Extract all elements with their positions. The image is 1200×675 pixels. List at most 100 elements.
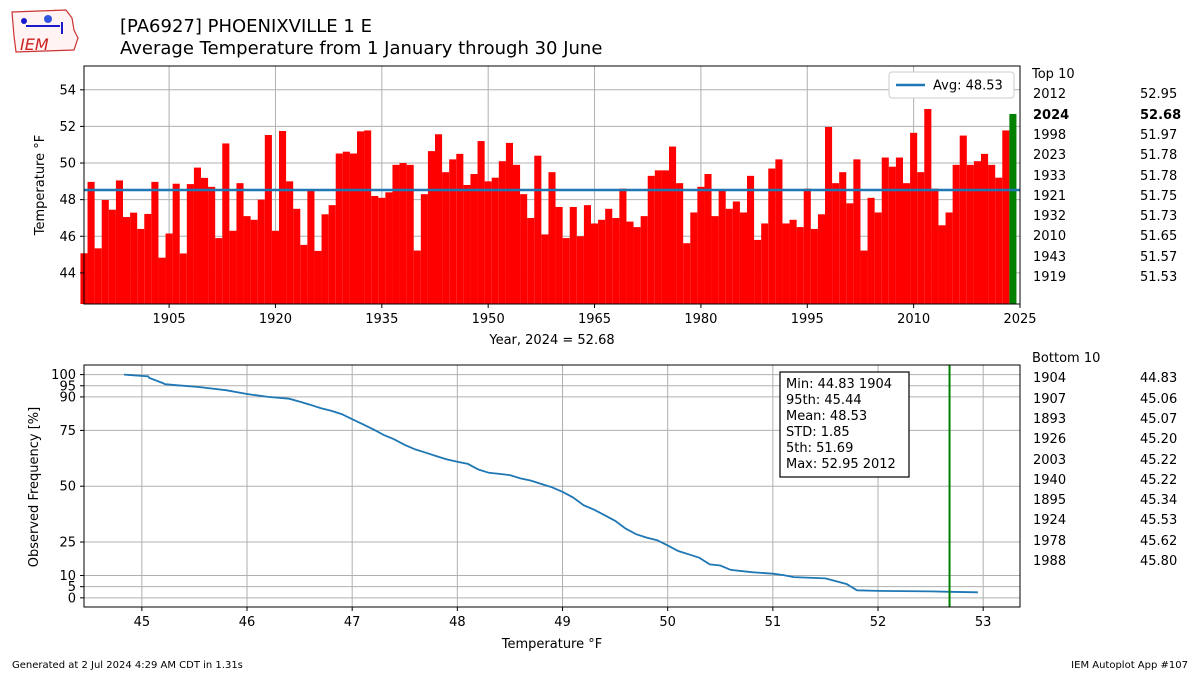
bar-1930 [342, 151, 350, 304]
frequency-chart-xlabel: Temperature °F [501, 637, 602, 652]
bottom10-heading: Bottom 10 [1032, 351, 1101, 366]
bar-1972 [640, 216, 648, 304]
frequency-chart-xtick-label: 49 [554, 615, 571, 630]
bar-1979 [690, 212, 698, 304]
bottom10-year: 1895 [1033, 493, 1067, 509]
bar-1899 [123, 217, 131, 304]
frequency-chart-ytick-label: 25 [59, 536, 76, 551]
frequency-chart-xtick-label: 52 [870, 615, 887, 630]
bar-1949 [477, 141, 485, 304]
bar-2011 [917, 172, 925, 304]
bar-chart-xtick-label: 2010 [897, 312, 930, 327]
bar-1976 [669, 146, 677, 304]
bar-1934 [371, 195, 379, 304]
stat-95th: 95th: 45.44 [786, 393, 862, 408]
bar-2013 [931, 188, 939, 304]
bar-2000 [839, 172, 847, 304]
bar-1919 [264, 135, 272, 304]
bar-1966 [598, 219, 606, 304]
bar-chart-xtick-label: 2025 [1003, 312, 1036, 327]
bottom10-year: 1978 [1033, 533, 1067, 549]
frequency-chart-ytick-label: 50 [59, 480, 76, 495]
bottom10-value: 45.34 [1140, 493, 1178, 509]
bar-1913 [222, 143, 230, 304]
bar-2022 [995, 177, 1003, 304]
bottom10-value: 45.53 [1140, 513, 1178, 529]
bar-chart-frame [83, 65, 1021, 305]
bar-1910 [201, 177, 209, 304]
bar-1958 [541, 234, 549, 304]
bar-1926 [314, 250, 322, 304]
chart-subtitle: Average Temperature from 1 January throu… [120, 38, 603, 59]
bar-chart-xtick-label: 1935 [365, 312, 398, 327]
bar-1946 [456, 153, 464, 304]
bar-1912 [215, 238, 223, 304]
top10-year: 1943 [1033, 249, 1067, 265]
frequency-chart-xtick-label: 50 [659, 615, 676, 630]
bar-1945 [449, 159, 457, 304]
bar-2006 [881, 157, 889, 304]
top10-year: 1919 [1033, 270, 1067, 285]
footer-generated: Generated at 2 Jul 2024 4:29 AM CDT in 1… [12, 660, 243, 671]
bottom10-year: 1907 [1033, 391, 1067, 407]
bottom10-year: 1924 [1033, 513, 1067, 529]
bar-chart-ytick-label: 52 [59, 120, 76, 135]
bar-1968 [612, 217, 620, 304]
bar-chart-xlabel: Year, 2024 = 52.68 [488, 333, 614, 348]
bar-1916 [243, 216, 251, 304]
bar-1947 [463, 185, 471, 304]
bottom10-value: 45.06 [1140, 391, 1178, 407]
bar-chart: 1905 1920 1935 1950 1965 1980 1995 2010 2025 444… [33, 65, 1037, 348]
top10-year: 1932 [1033, 209, 1067, 225]
stat-std: STD: 1.85 [786, 425, 850, 440]
bar-1911 [208, 186, 216, 304]
top10-value: 51.75 [1140, 188, 1178, 204]
bottom10-value: 45.22 [1140, 472, 1178, 488]
bar-1932 [357, 131, 365, 304]
top10-value: 51.53 [1140, 270, 1178, 285]
bar-1900 [130, 212, 138, 304]
bar-1931 [349, 153, 357, 304]
top10-value: 52.68 [1140, 107, 1182, 123]
stats-box: Min: 44.83 1904 95th: 45.44 Mean: 48.53 … [779, 371, 910, 478]
bar-1904 [158, 257, 166, 304]
bar-1993 [789, 219, 797, 304]
top10-year: 1998 [1033, 127, 1067, 143]
bottom10-value: 45.62 [1140, 533, 1178, 549]
bottom10-year: 1926 [1033, 432, 1067, 448]
bar-1955 [520, 194, 528, 304]
bar-1970 [626, 221, 634, 304]
bar-1998 [825, 126, 833, 304]
bar-2023 [1002, 130, 1010, 304]
bar-2004 [867, 197, 875, 304]
bar-1909 [193, 167, 201, 304]
bar-chart-xtick-label: 1905 [153, 312, 186, 327]
bar-2008 [895, 157, 903, 304]
bar-1985 [732, 201, 740, 304]
bar-1983 [718, 190, 726, 304]
bar-2017 [959, 135, 967, 304]
bar-2002 [853, 159, 861, 304]
bar-1896 [101, 200, 109, 304]
bar-chart-ytick-label: 54 [59, 83, 76, 98]
bar-1980 [697, 186, 705, 304]
bar-1925 [307, 190, 315, 304]
bar-chart-xtick-label: 1965 [578, 312, 611, 327]
bar-1975 [661, 170, 669, 304]
legend-label: Avg: 48.53 [933, 79, 1003, 94]
bar-1984 [725, 208, 733, 304]
frequency-chart-xtick-label: 48 [449, 615, 466, 630]
bar-2014 [938, 225, 946, 304]
stat-min: Min: 44.83 1904 [786, 377, 892, 392]
bar-1965 [591, 223, 599, 304]
bar-chart-ytick-label: 50 [59, 157, 76, 172]
bar-1961 [562, 238, 570, 304]
bar-1903 [151, 181, 159, 304]
top10-heading: Top 10 [1032, 67, 1075, 82]
frequency-chart-xtick-label: 46 [239, 615, 256, 630]
bar-1981 [704, 174, 712, 304]
frequency-chart-xtick-label: 47 [344, 615, 361, 630]
chart-title: [PA6927] PHOENIXVILLE 1 E Average Temper… [120, 16, 602, 60]
bar-1895 [94, 248, 102, 304]
